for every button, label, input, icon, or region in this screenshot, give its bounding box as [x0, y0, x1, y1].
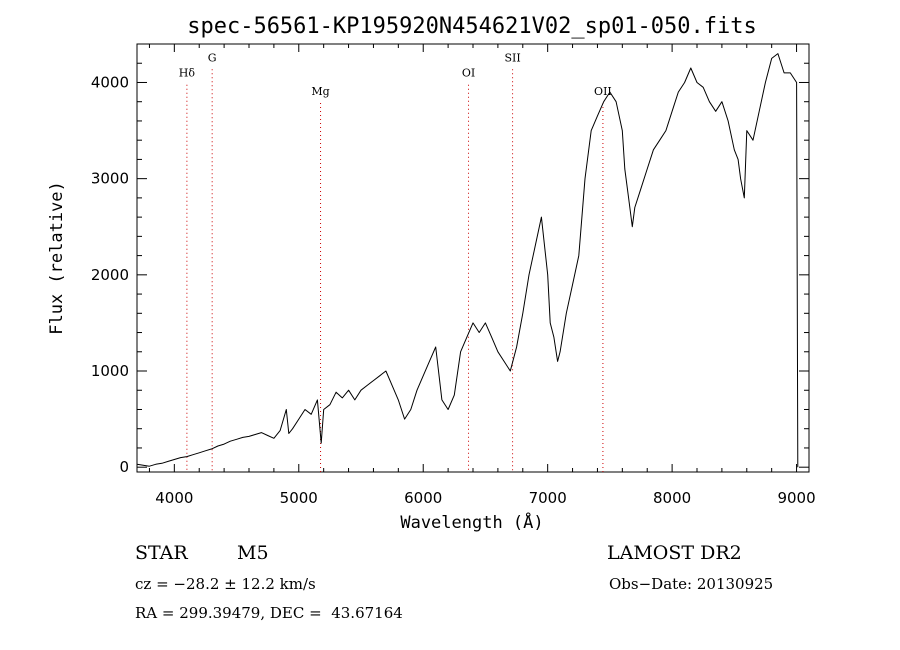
x-tick-label: 4000 — [155, 489, 193, 507]
marker-label: Mg — [311, 85, 329, 98]
chart-title: spec-56561-KP195920N454621V02_sp01-050.f… — [187, 14, 757, 39]
y-tick-label: 1000 — [91, 362, 129, 380]
x-tick-label: 8000 — [653, 489, 691, 507]
plot-frame — [136, 43, 810, 473]
x-axis-label: Wavelength (Å) — [400, 511, 543, 533]
object-subclass: M5 — [237, 542, 269, 564]
ra-dec-coordinates: RA = 299.39479, DEC = 43.67164 — [135, 604, 403, 622]
marker-label: OII — [594, 85, 612, 98]
spectrum-chart: spec-56561-KP195920N454621V02_sp01-050.f… — [47, 14, 816, 533]
x-tick-label: 9000 — [777, 489, 815, 507]
marker-label: Hδ — [179, 67, 196, 80]
y-tick-label: 4000 — [91, 73, 129, 91]
x-tick-label: 5000 — [280, 489, 318, 507]
x-tick-label: 6000 — [404, 489, 442, 507]
object-type: STAR — [135, 542, 188, 564]
y-axis: 0 1000 2000 3000 4000 — [91, 43, 809, 476]
redshift-cz: cz = −28.2 ± 12.2 km/s — [135, 575, 316, 593]
observation-date: Obs−Date: 20130925 — [609, 575, 774, 593]
marker-label: G — [208, 51, 217, 64]
y-axis-label: Flux (relative) — [47, 181, 67, 335]
y-tick-label: 0 — [119, 458, 129, 476]
y-tick-label: 2000 — [91, 266, 129, 284]
spectrum-line — [136, 53, 799, 468]
y-tick-label: 3000 — [91, 170, 129, 188]
marker-label: SII — [504, 51, 520, 64]
x-axis: 4000 5000 6000 7000 8000 9000 — [148, 44, 816, 507]
spectrum-series — [136, 53, 799, 468]
x-tick-label: 7000 — [529, 489, 567, 507]
spectral-line-markers: Hδ G Mg OI SII OII — [179, 51, 612, 472]
marker-label: OI — [462, 67, 475, 80]
survey-name: LAMOST DR2 — [607, 542, 742, 564]
